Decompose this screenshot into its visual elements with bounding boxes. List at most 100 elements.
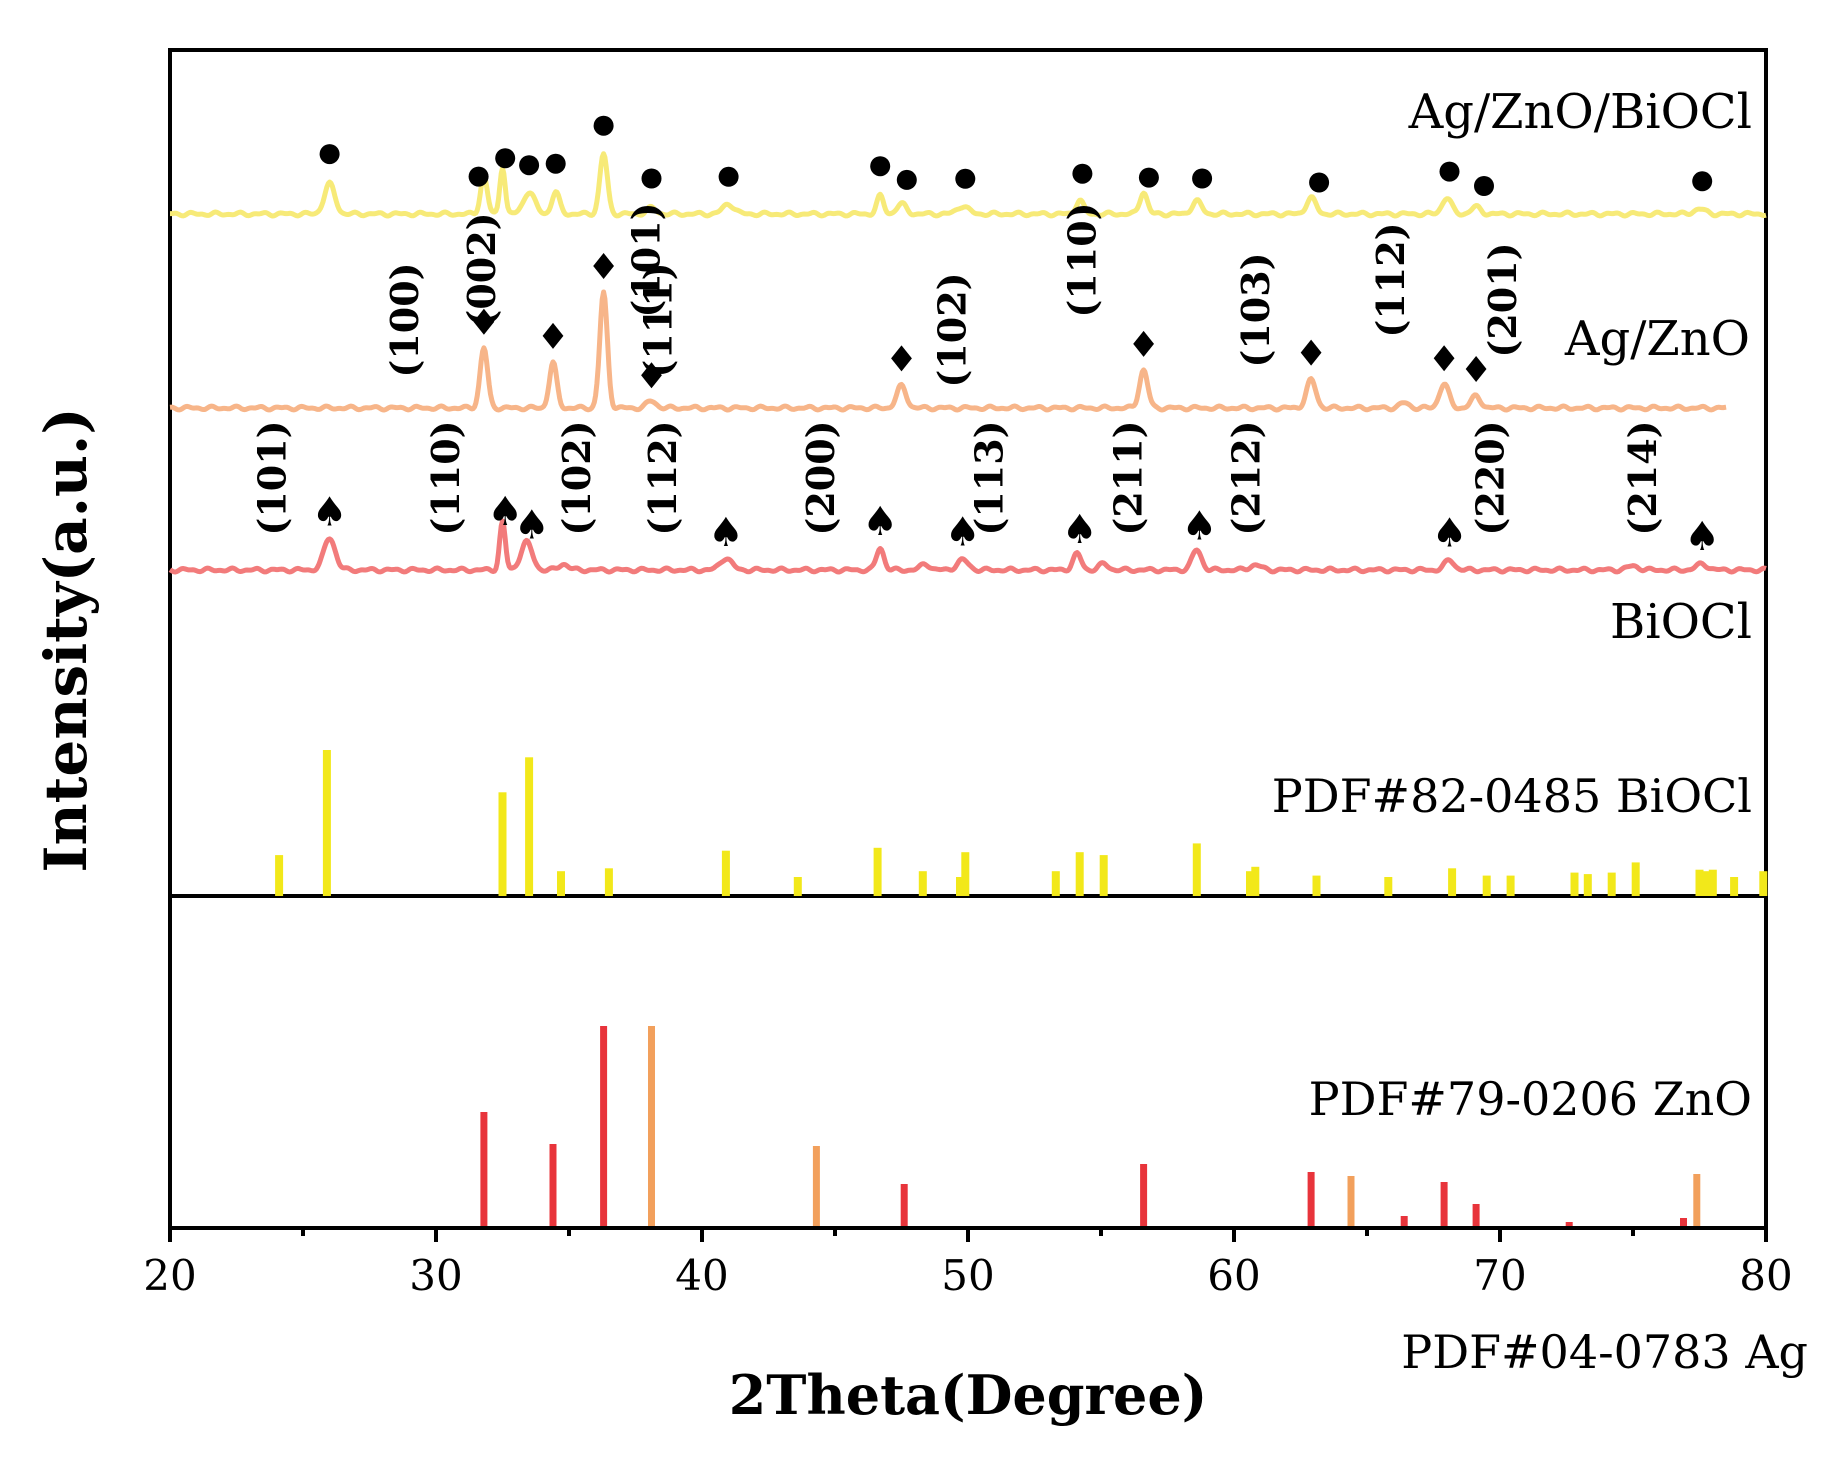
series-label-ag-zno-biocl: Ag/ZnO/BiOCl [1408,84,1752,140]
hkl-label: (112) [1368,222,1413,337]
series-label-biocl: BiOCl [1610,594,1752,650]
peak-marker-dot [319,144,340,165]
peak-marker-diamond [1300,339,1322,366]
ref-line-ref_biocl [1708,869,1717,896]
peak-marker-spade: ♠ [514,502,550,548]
peak-marker-spade: ♠ [708,510,744,556]
ref-line-ref_biocl [793,877,802,896]
ref-line-ref_biocl [873,847,882,896]
peak-marker-dot [1138,167,1159,188]
peak-marker-spade: ♠ [312,490,348,536]
ref-label-zno: PDF#79-0206 ZnO [1309,1072,1752,1126]
hkl-label: (111) [636,262,681,377]
peak-marker-spade: ♠ [1062,507,1098,553]
peak-marker-spade: ♠ [1432,511,1468,557]
reference-patterns [275,750,1768,1226]
peak-marker-spade: ♠ [1181,504,1217,550]
peak-marker-diamond [1433,345,1455,372]
ref-label-ag: PDF#04-0783 Ag [1401,1325,1808,1379]
hkl-label: (101) [250,420,295,535]
ref-line-ref_ag [812,1146,820,1226]
peak-marker-dot [1309,172,1330,193]
ref-line-ref_zno [900,1184,908,1226]
x-axis: 20 30 40 50 60 70 80 [143,1228,1793,1300]
peak-marker-dot [495,148,516,169]
ref-line-ref_biocl [918,871,927,896]
ref-line-ref_biocl [956,877,964,896]
x-tick-label: 80 [1739,1251,1792,1300]
ref-line-ref_zno [1680,1218,1687,1226]
hkl-label: (102) [554,420,599,535]
x-tick-label: 50 [941,1251,994,1300]
x-axis-title: 2Theta(Degree) [729,1363,1208,1427]
ref-line-ref_zno [1565,1222,1573,1226]
peak-marker-spade: ♠ [487,489,523,535]
ref-line-ref_biocl [525,757,534,896]
ref-line-ref_biocl [1448,868,1457,896]
ref-line-ref_biocl [721,850,730,896]
hkl-label: (214) [1620,420,1665,535]
x-tick-label: 70 [1473,1251,1526,1300]
ref-line-ref_ag [1693,1174,1701,1226]
peak-marker-diamond [542,322,564,349]
peak-marker-diamond [593,253,614,279]
ref-line-ref_biocl [1730,877,1739,896]
peak-marker-diamond [473,308,495,335]
ref-line-ref_zno [1472,1204,1480,1226]
ref-line-ref_zno [1400,1216,1408,1226]
ref-line-ref_zno [1140,1164,1148,1226]
peak-marker-dot [545,153,566,174]
peak-marker-dot [641,168,662,189]
ref-line-ref_zno [600,1026,608,1226]
hkl-label: (101) [624,202,669,317]
hkl-label: (002) [459,212,504,327]
ref-line-ref_biocl [1570,872,1579,896]
ref-line-ref_biocl [1384,877,1393,896]
ref-line-ref_biocl [322,750,331,896]
ref-line-ref_biocl [1192,843,1201,896]
trace-ag_zno_biocl [168,151,1768,219]
ref-line-ref_biocl [1759,871,1768,896]
peak-markers: ♠ ♠♠ ♠ ♠ ♠ ♠ ♠ ♠ ♠ [312,115,1720,560]
peak-marker-diamond [641,362,662,389]
ref-line-ref_biocl [1703,871,1712,896]
peak-marker-spade: ♠ [945,509,981,555]
ref-line-ref_biocl [1583,874,1592,896]
peak-marker-dot [593,115,614,136]
x-tick-label: 40 [675,1251,728,1300]
series-label-ag-zno: Ag/ZnO [1564,311,1750,367]
xrd-traces [168,151,1768,575]
ref-line-ref_biocl [1482,875,1491,896]
hkl-label: (201) [1480,242,1525,357]
hkl-label: (102) [930,272,975,387]
peak-marker-dot [1192,168,1213,189]
hkl-label: (212) [1223,420,1268,535]
ref-line-ref_biocl [1251,866,1260,896]
trace-ag_zno [168,289,1728,413]
hkl-label: (110) [1060,202,1105,317]
peak-marker-dot [468,166,489,187]
ref-line-ref_biocl [1051,871,1060,896]
x-tick-label: 60 [1207,1251,1260,1300]
peak-marker-dot [1474,176,1494,196]
ref-line-ref_biocl [1312,875,1321,896]
peak-marker-dot [955,168,976,189]
hkl-label: (113) [967,420,1012,535]
peak-marker-dot [519,155,540,176]
hkl-label: (110) [423,420,468,535]
ref-line-ref_ag [648,1026,655,1226]
x-tick-label: 20 [143,1251,196,1300]
ref-line-ref_biocl [1506,875,1515,896]
ref-line-ref_zno [549,1144,557,1226]
ref-line-ref_biocl [1607,872,1616,896]
ref-line-ref_biocl [1695,869,1704,896]
ref-line-ref_zno [1307,1172,1315,1226]
peak-marker-dot [1692,171,1713,192]
peak-marker-diamond [1465,356,1487,382]
hkl-label: (200) [798,420,843,535]
peak-marker-dot [870,156,891,177]
ref-line-ref_biocl [275,855,284,896]
ref-line-ref_ag [1347,1176,1355,1226]
